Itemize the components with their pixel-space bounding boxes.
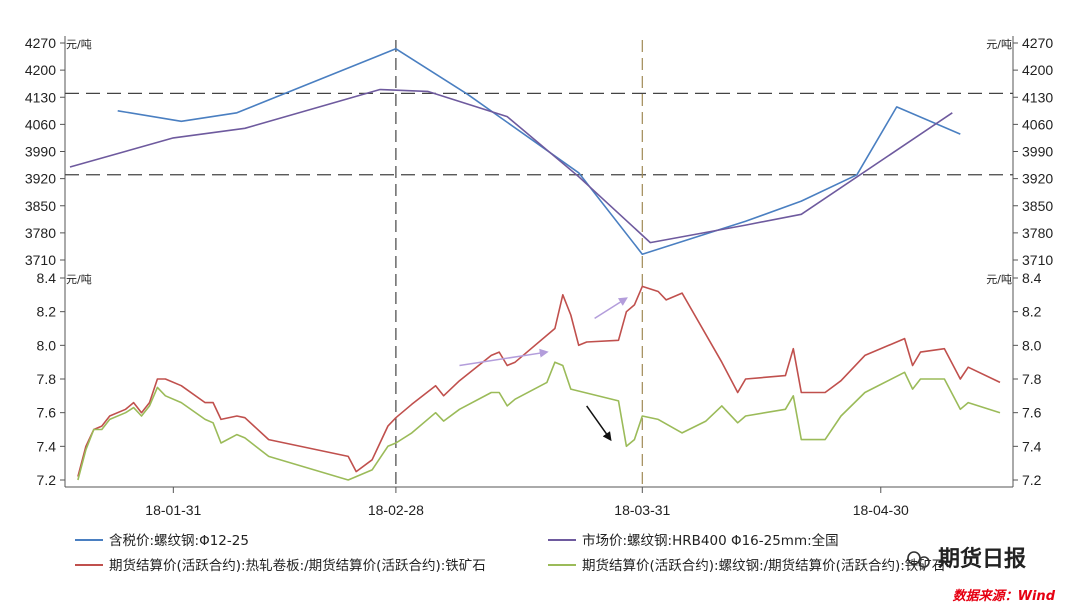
x-tick-label: 18-03-31 [614, 502, 670, 518]
x-tick-label: 18-02-28 [368, 502, 424, 518]
top-panel-left-tick-label: 3920 [25, 171, 56, 187]
top-panel-right-tick-label: 3920 [1022, 171, 1053, 187]
reference-lines [65, 40, 1013, 487]
annotation-arrow [594, 297, 628, 320]
bottom-panel-right-tick-label: 7.4 [1022, 438, 1042, 454]
legend-label: 期货结算价(活跃合约):热轧卷板:/期货结算价(活跃合约):铁矿石 [109, 557, 486, 574]
bottom-panel-right-tick-label: 7.6 [1022, 405, 1042, 421]
top-panel-right-unit-label: 元/吨 [986, 38, 1012, 51]
bottom-panel-left-tick-label: 8.0 [37, 337, 57, 353]
bottom-panel-right-tick-label: 8.0 [1022, 337, 1042, 353]
top-panel-left-tick-label: 3780 [25, 225, 56, 241]
top-panel-right-tick-label: 4270 [1022, 35, 1053, 51]
top-panel-left-tick-label: 3850 [25, 198, 56, 214]
bottom-panel-series-1-line [77, 285, 1001, 477]
x-tick-label: 18-01-31 [145, 502, 201, 518]
bottom-panel-left-tick-label: 8.4 [37, 270, 57, 286]
legend: 含税价:螺纹钢:Φ12-25 市场价:螺纹钢:HRB400 Φ16-25mm:全国… [75, 532, 945, 574]
top-panel-right-tick-label: 3710 [1022, 252, 1053, 268]
bottom-panel-left-tick-label: 7.8 [37, 371, 57, 387]
wechat-icon-secondary [918, 556, 930, 568]
top-panel-left-tick-label: 3990 [25, 144, 56, 160]
top-panel-right-tick-label: 4130 [1022, 89, 1053, 105]
x-tick-label: 18-04-30 [853, 502, 909, 518]
annotation-arrow [586, 405, 612, 442]
bottom-panel-left-tick-label: 7.4 [37, 438, 57, 454]
bottom-panel-left-tick-label: 7.6 [37, 405, 57, 421]
legend-label: 市场价:螺纹钢:HRB400 Φ16-25mm:全国 [582, 532, 839, 549]
bottom-panel-series-2-line [77, 361, 1001, 481]
watermark: 期货日报 [907, 546, 1026, 572]
bottom-panel-right-tick-label: 7.2 [1022, 472, 1042, 488]
top-panel-right-tick-label: 3850 [1022, 198, 1053, 214]
legend-label: 含税价:螺纹钢:Φ12-25 [109, 533, 249, 549]
top-panel-left-unit-label: 元/吨 [66, 38, 92, 51]
bottom-panel-right-unit-label: 元/吨 [986, 273, 1012, 286]
legend-label: 期货结算价(活跃合约):螺纹钢:/期货结算价(活跃合约):铁矿石 [582, 557, 945, 574]
data-source: 数据来源：Wind [953, 588, 1056, 604]
top-panel-series-2-line [69, 88, 953, 244]
axes-layer: 3710 3710 3780 3780 3850 3850 3920 3920 3990 3990… [25, 35, 1054, 518]
top-panel-left-tick-label: 4200 [25, 62, 56, 78]
top-panel-left-tick-label: 3710 [25, 252, 56, 268]
bottom-panel-left-unit-label: 元/吨 [66, 273, 92, 286]
bottom-panel-right-tick-label: 8.4 [1022, 270, 1042, 286]
top-panel-left-tick-label: 4270 [25, 35, 56, 51]
bottom-panel-right-tick-label: 8.2 [1022, 304, 1042, 320]
bottom-panel-left-tick-label: 8.2 [37, 304, 57, 320]
series-layer [69, 47, 1001, 481]
bottom-panel-right-tick-label: 7.8 [1022, 371, 1042, 387]
top-panel-right-tick-label: 4060 [1022, 116, 1053, 132]
annotation-arrow [459, 348, 549, 367]
top-panel-series-1-line [117, 47, 961, 255]
top-panel-right-tick-label: 3990 [1022, 144, 1053, 160]
bottom-panel-left-tick-label: 7.2 [37, 472, 57, 488]
top-panel-left-tick-label: 4060 [25, 116, 56, 132]
top-panel-right-tick-label: 4200 [1022, 62, 1053, 78]
top-panel-left-tick-label: 4130 [25, 89, 56, 105]
annotation-arrows [459, 297, 628, 442]
top-panel-right-tick-label: 3780 [1022, 225, 1053, 241]
watermark-text: 期货日报 [938, 546, 1026, 572]
